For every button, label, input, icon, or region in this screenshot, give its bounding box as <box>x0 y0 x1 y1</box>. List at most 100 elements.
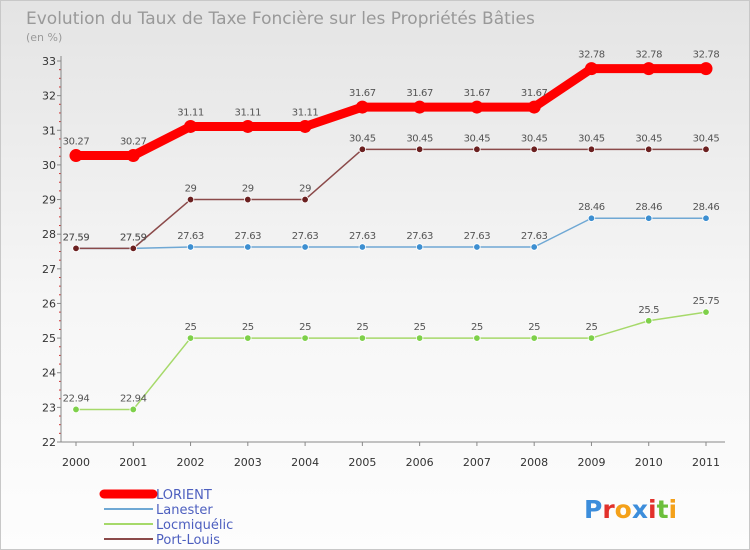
y-minor-tick <box>59 216 61 218</box>
y-minor-tick <box>59 112 61 114</box>
data-label: 30.45 <box>635 133 662 144</box>
data-point <box>129 405 137 414</box>
x-tick-label: 2003 <box>234 456 262 469</box>
logo-letter: t <box>657 495 669 524</box>
data-label: 32.78 <box>635 50 662 61</box>
data-label: 29 <box>242 184 254 195</box>
data-label: 27.63 <box>177 231 204 242</box>
data-label: 22.94 <box>120 393 147 404</box>
y-tick-label: 29 <box>42 194 56 207</box>
data-point <box>298 119 312 133</box>
y-tick-label: 22 <box>42 436 56 449</box>
series-locmiqu-lic: 22.94 22.94 25 25 25 25 25 25 25 25 25.5 25.75 <box>63 296 720 414</box>
data-label: 25 <box>299 322 311 333</box>
y-minor-tick <box>59 354 61 356</box>
data-point <box>72 244 80 253</box>
data-label: 30.45 <box>464 133 491 144</box>
data-label: 30.45 <box>406 133 433 144</box>
data-label: 25 <box>471 322 483 333</box>
x-tick-label: 2010 <box>635 456 663 469</box>
data-point <box>415 334 424 342</box>
data-point <box>473 145 481 154</box>
y-minor-tick <box>59 138 61 140</box>
y-minor-tick <box>59 424 61 426</box>
y-minor-tick <box>59 294 61 296</box>
y-minor-tick <box>59 147 61 149</box>
x-tick-label: 2008 <box>520 456 548 469</box>
data-point <box>301 195 309 204</box>
y-minor-tick <box>59 207 61 209</box>
data-point <box>470 100 484 114</box>
x-tick-label: 2011 <box>692 456 720 469</box>
x-tick-label: 2005 <box>348 456 376 469</box>
y-minor-tick <box>59 285 61 287</box>
data-label: 31.11 <box>177 107 204 118</box>
data-label: 25.5 <box>638 305 659 316</box>
y-minor-tick <box>59 432 61 434</box>
y-tick-label: 24 <box>42 367 56 380</box>
y-tick-label: 26 <box>42 297 56 310</box>
legend-label: Locmiquélic <box>156 518 233 533</box>
data-label: 30.45 <box>349 133 376 144</box>
data-label: 27.63 <box>464 231 491 242</box>
data-point <box>587 145 596 154</box>
data-label: 29 <box>299 184 311 195</box>
data-point <box>184 119 198 133</box>
y-tick-label: 23 <box>42 401 56 414</box>
series-layer: 22.94 22.94 25 25 25 25 25 25 25 25 25.5 25.75 27.59… <box>63 50 720 414</box>
data-point <box>415 145 424 154</box>
data-label: 25 <box>242 322 254 333</box>
logo-letter: x <box>632 495 648 524</box>
y-minor-tick <box>59 225 61 227</box>
y-minor-tick <box>59 320 61 322</box>
logo-text: Proxiti <box>584 495 677 524</box>
data-point <box>413 100 427 114</box>
y-minor-tick <box>59 346 61 348</box>
series-line <box>75 148 707 250</box>
x-tick-label: 2002 <box>177 456 205 469</box>
data-label: 31.11 <box>234 107 261 118</box>
data-label: 27.59 <box>63 232 90 243</box>
data-label: 32.78 <box>693 50 720 61</box>
y-minor-tick <box>59 190 61 192</box>
y-minor-tick <box>59 259 61 261</box>
y-minor-tick <box>59 103 61 105</box>
chart-subtitle: (en %) <box>26 31 62 44</box>
axes: 22 23 24 25 26 27 28 29 30 31 32 33 2000 2001 2002 2003… <box>42 55 725 469</box>
logo-letter: i <box>648 495 657 524</box>
series-line <box>75 311 707 411</box>
data-point <box>645 145 653 154</box>
data-point <box>415 243 424 251</box>
x-tick-label: 2004 <box>291 456 319 469</box>
legend-label: Lanester <box>156 503 213 518</box>
legend-label: LORIENT <box>156 488 212 503</box>
data-label: 27.59 <box>120 232 147 243</box>
data-point <box>358 145 367 154</box>
data-point <box>645 214 653 222</box>
data-label: 29 <box>185 184 197 195</box>
data-point <box>702 214 710 222</box>
y-minor-tick <box>59 380 61 382</box>
y-tick-label: 27 <box>42 263 56 276</box>
data-label: 25 <box>414 322 426 333</box>
y-minor-tick <box>59 389 61 391</box>
y-tick-label: 31 <box>42 124 56 137</box>
data-point <box>301 334 309 342</box>
series-lorient: 30.27 30.27 31.11 31.11 31.11 31.67 31.67 31.67… <box>63 50 720 163</box>
logo-letter: o <box>615 495 632 524</box>
chart-title: Evolution du Taux de Taxe Foncière sur l… <box>26 9 535 29</box>
data-point <box>645 317 653 325</box>
y-minor-tick <box>59 77 61 79</box>
logo-letter: P <box>584 495 602 524</box>
y-tick-label: 28 <box>42 228 56 241</box>
data-point <box>530 145 538 154</box>
data-label: 30.27 <box>120 137 147 148</box>
data-label: 30.45 <box>693 133 720 144</box>
data-label: 31.11 <box>292 107 319 118</box>
series-lanester: 27.59 27.59 27.63 27.63 27.63 27.63 27.63 27.63… <box>63 202 720 253</box>
data-point <box>358 243 367 251</box>
data-point <box>244 243 252 251</box>
y-minor-tick <box>59 251 61 252</box>
